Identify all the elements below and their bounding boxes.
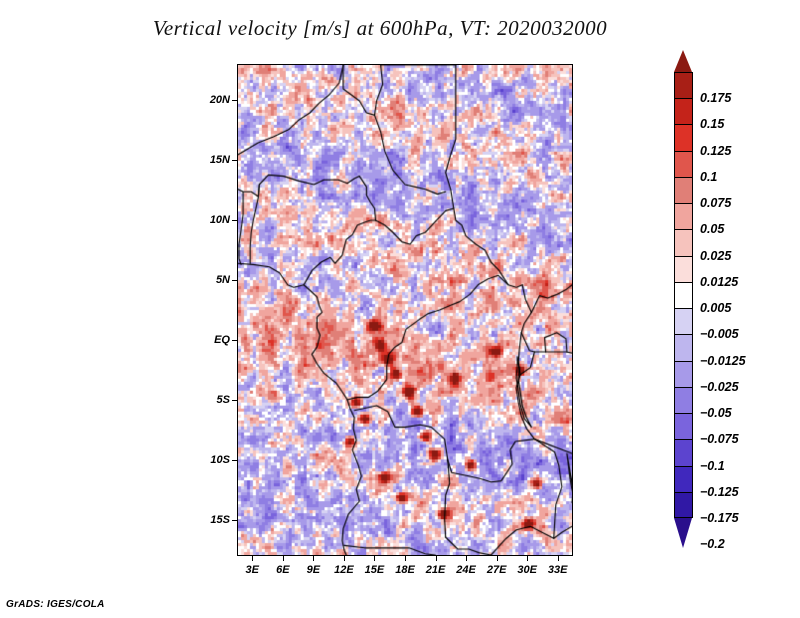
colorbar-swatch bbox=[674, 203, 693, 230]
map-plot-area bbox=[237, 64, 573, 556]
lat-tick-mark bbox=[232, 100, 237, 101]
colorbar-tick-label-2: 0.125 bbox=[700, 143, 732, 158]
colorbar-tick-label-0: 0.175 bbox=[700, 91, 732, 106]
lon-tick-mark bbox=[252, 556, 254, 561]
lat-tick-label-5: 5S bbox=[216, 394, 230, 406]
lon-tick-mark bbox=[282, 556, 284, 561]
colorbar-tick-label-8: 0.005 bbox=[700, 301, 732, 316]
colorbar-tick-label-10: −0.0125 bbox=[700, 353, 746, 368]
lon-tick-label-2: 9E bbox=[306, 564, 321, 576]
lat-tick-label-3: 5N bbox=[215, 274, 230, 286]
colorbar-tick-label-11: −0.025 bbox=[700, 379, 739, 394]
lon-tick-label-1: 6E bbox=[276, 564, 290, 576]
colorbar-swatch bbox=[674, 150, 693, 177]
lat-tick-label-1: 15N bbox=[209, 154, 230, 166]
colorbar-swatch bbox=[674, 491, 693, 518]
lon-tick-mark bbox=[466, 556, 468, 561]
lat-tick-label-6: 10S bbox=[210, 454, 230, 466]
colorbar-swatch bbox=[674, 72, 693, 99]
lat-tick-mark bbox=[232, 160, 237, 161]
lat-tick-label-0: 20N bbox=[209, 94, 230, 106]
lon-tick-label-6: 21E bbox=[425, 564, 446, 576]
colorbar-tick-label-5: 0.05 bbox=[700, 222, 725, 237]
lat-tick-label-7: 15S bbox=[210, 514, 230, 526]
colorbar-swatch bbox=[674, 124, 693, 151]
colorbar-swatch bbox=[674, 176, 693, 204]
colorbar-tick-label-15: −0.125 bbox=[700, 484, 739, 499]
colorbar-swatch bbox=[674, 413, 693, 440]
lat-tick-label-2: 10N bbox=[209, 214, 230, 226]
colorbar-tick-label-1: 0.15 bbox=[700, 117, 725, 132]
lon-tick-mark bbox=[374, 556, 376, 561]
colorbar-tick-label-6: 0.025 bbox=[700, 248, 732, 263]
colorbar-swatch bbox=[674, 334, 693, 361]
colorbar-tick-label-16: −0.175 bbox=[700, 511, 739, 525]
lat-tick-mark bbox=[232, 460, 237, 461]
lat-tick-mark bbox=[232, 400, 237, 401]
colorbar-tick-label-9: −0.005 bbox=[700, 327, 739, 342]
lon-tick-mark bbox=[435, 556, 437, 561]
colorbar-swatch bbox=[674, 229, 693, 256]
lon-tick-label-7: 24E bbox=[456, 564, 476, 576]
lon-tick-label-5: 18E bbox=[395, 564, 415, 576]
colorbar bbox=[674, 50, 693, 548]
colorbar-swatch bbox=[674, 308, 693, 335]
colorbar-tick-label-3: 0.1 bbox=[700, 169, 718, 184]
colorbar-swatch bbox=[674, 281, 693, 309]
country-borders-overlay bbox=[238, 65, 572, 555]
lon-tick-mark bbox=[405, 556, 406, 561]
lat-tick-mark bbox=[232, 220, 237, 221]
lat-tick-mark bbox=[232, 520, 237, 521]
lon-tick-mark bbox=[496, 556, 498, 561]
colorbar-tick-label-7: 0.0125 bbox=[700, 274, 739, 289]
lon-tick-mark bbox=[313, 556, 315, 561]
lon-tick-mark bbox=[343, 556, 345, 561]
colorbar-tick-label-17: −0.2 bbox=[700, 537, 725, 552]
lon-tick-label-3: 12E bbox=[334, 564, 354, 576]
lon-tick-label-0: 3E bbox=[245, 564, 259, 576]
colorbar-tick-label-14: −0.1 bbox=[700, 458, 725, 473]
colorbar-tick-label-12: −0.05 bbox=[700, 406, 732, 421]
colorbar-arrow-bottom bbox=[674, 518, 692, 548]
page-title: Vertical velocity [m/s] at 600hPa, VT: 2… bbox=[152, 16, 608, 40]
colorbar-swatch bbox=[674, 98, 693, 125]
lon-tick-mark bbox=[527, 556, 529, 561]
colorbar-swatch bbox=[674, 360, 693, 387]
colorbar-swatch bbox=[674, 465, 693, 492]
colorbar-swatch bbox=[674, 439, 693, 466]
colorbar-swatch bbox=[674, 386, 693, 414]
lon-tick-label-10: 33E bbox=[547, 564, 568, 576]
lat-tick-mark bbox=[232, 340, 237, 341]
attribution-footer: GrADS: IGES/COLA bbox=[6, 599, 105, 610]
lat-tick-mark bbox=[232, 280, 237, 281]
colorbar-swatch bbox=[674, 255, 693, 282]
lon-tick-label-9: 30E bbox=[517, 564, 537, 576]
lat-tick-label-4: EQ bbox=[214, 334, 230, 346]
colorbar-arrow-top bbox=[674, 50, 692, 72]
lon-tick-label-4: 15E bbox=[364, 564, 385, 576]
colorbar-tick-label-4: 0.075 bbox=[700, 196, 732, 211]
lon-tick-mark bbox=[557, 556, 559, 561]
colorbar-tick-label-13: −0.075 bbox=[700, 432, 739, 447]
lon-tick-label-8: 27E bbox=[486, 564, 507, 576]
